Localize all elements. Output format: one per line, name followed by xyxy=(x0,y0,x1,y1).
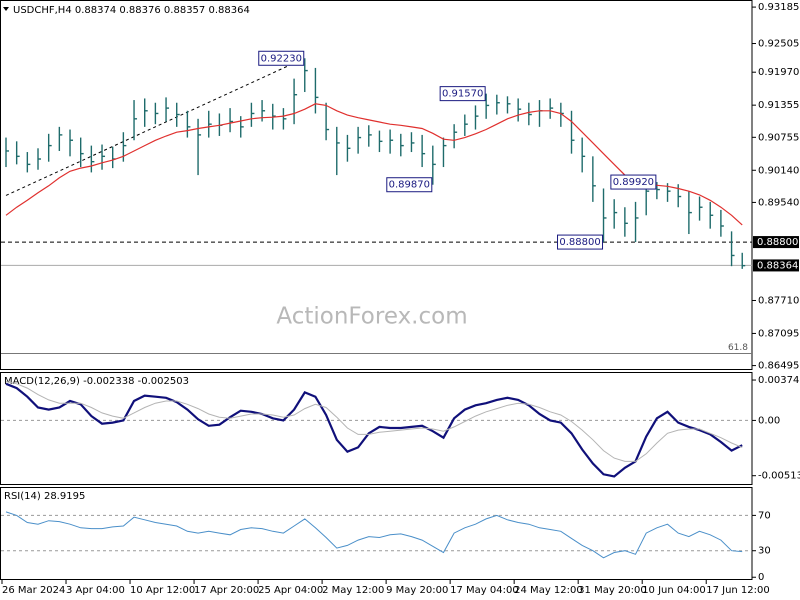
watermark: ActionForex.com xyxy=(276,304,467,330)
annotation-label: 0.89920 xyxy=(613,177,654,188)
x-tick-label: 2 May 12:00 xyxy=(322,585,384,596)
x-tick-label: 17 May 04:00 xyxy=(450,585,519,596)
menu-triangle[interactable] xyxy=(3,7,9,11)
x-tick-label: 26 Mar 2024 xyxy=(2,585,65,596)
x-tick-label: 10 Jun 04:00 xyxy=(642,585,706,596)
price-panel-frame xyxy=(0,0,753,370)
y-tick-label: 0.89540 xyxy=(758,197,799,208)
annotation-label: 0.92230 xyxy=(261,53,302,64)
y-tick-label: 0 xyxy=(758,572,764,583)
annotation-label: 0.88800 xyxy=(559,237,600,248)
signal-line xyxy=(5,381,743,462)
annotation-label: 0.89870 xyxy=(389,180,430,191)
x-tick-label: 17 Apr 20:00 xyxy=(194,585,259,596)
price-level-label: 0.88364 xyxy=(757,260,798,271)
rsi-title: RSI(14) 28.9195 xyxy=(4,491,85,502)
x-tick-label: 31 May 20:00 xyxy=(578,585,647,596)
rsi-line xyxy=(5,511,743,559)
y-tick-label: 30 xyxy=(758,546,771,557)
x-tick-label: 9 May 20:00 xyxy=(386,585,448,596)
annotation-box xyxy=(610,174,657,190)
annotation-box xyxy=(557,234,604,250)
y-tick-label: 0.00 xyxy=(758,415,780,426)
y-tick-label: 0.92505 xyxy=(758,39,799,50)
y-tick-label: 0.91970 xyxy=(758,67,799,78)
annotation-box xyxy=(258,50,305,66)
x-tick-label: 17 Jun 12:00 xyxy=(706,585,770,596)
x-tick-label: 3 Apr 04:00 xyxy=(66,585,125,596)
y-tick-label: 0.86495 xyxy=(758,361,799,372)
y-tick-label: 70 xyxy=(758,510,771,521)
y-tick-label: 0.93185 xyxy=(758,2,799,13)
x-tick-label: 24 May 12:00 xyxy=(514,585,583,596)
price-level-box xyxy=(753,236,799,249)
trendline xyxy=(5,57,305,196)
y-tick-label: 0.90755 xyxy=(758,132,799,143)
macd-line xyxy=(5,382,743,478)
price-level-label: 0.88800 xyxy=(757,237,798,248)
y-tick-label: 0.003747 xyxy=(758,375,800,386)
y-tick-label: 0.90140 xyxy=(758,165,799,176)
annotation-box xyxy=(386,177,433,193)
rsi-panel-frame xyxy=(0,487,753,580)
y-tick-label: 0.87710 xyxy=(758,295,799,306)
y-tick-label: 0.87095 xyxy=(758,328,799,339)
y-tick-label: 0.91355 xyxy=(758,100,799,111)
moving-average xyxy=(5,103,743,226)
y-tick-label: -0.00513 xyxy=(758,471,800,482)
macd-title: MACD(12,26,9) -0.002338 -0.002503 xyxy=(4,376,189,387)
fib-label: 61.8 xyxy=(728,343,748,353)
x-tick-label: 25 Apr 04:00 xyxy=(258,585,323,596)
annotation-label: 0.91570 xyxy=(442,89,483,100)
macd-panel-frame xyxy=(0,372,753,485)
x-tick-label: 10 Apr 12:00 xyxy=(130,585,195,596)
chart-title: USDCHF,H4 0.88374 0.88376 0.88357 0.8836… xyxy=(13,5,250,16)
price-level-box xyxy=(753,259,799,272)
annotation-box xyxy=(439,86,486,102)
